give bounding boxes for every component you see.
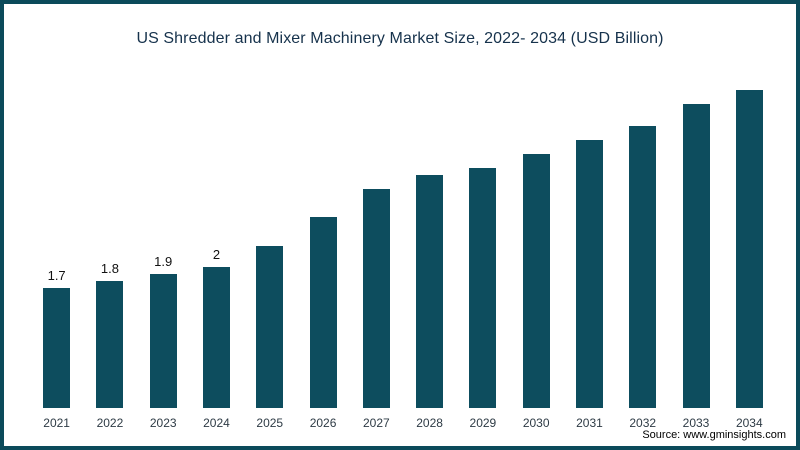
bar-column: 2029	[456, 148, 509, 430]
bar-column: 2 2024	[190, 247, 243, 430]
bar	[202, 267, 230, 408]
chart-title: US Shredder and Mixer Machinery Market S…	[136, 30, 664, 47]
x-axis-label: 2033	[682, 416, 710, 430]
bar-column: 1.9 2023	[137, 254, 190, 430]
bar	[629, 126, 657, 408]
bar	[682, 104, 710, 408]
x-axis-label: 2028	[416, 416, 443, 430]
x-axis-label: 2025	[256, 416, 284, 430]
bar-value-label: 1.7	[47, 268, 66, 283]
x-axis-label: 2032	[629, 416, 657, 430]
bar-value-label: 1.8	[100, 261, 119, 276]
x-axis-label: 2031	[576, 416, 603, 430]
bar	[575, 140, 603, 408]
bar-column: 2032	[616, 106, 669, 430]
bar	[469, 168, 497, 408]
x-axis-label: 2034	[735, 416, 763, 430]
bar-chart-plot-area: 1.7 2021 1.8 2022 1.9 2023 2 2024 2025 2026 2027 20…	[30, 59, 776, 430]
bar-column: 2027	[350, 169, 403, 430]
bar	[96, 281, 124, 408]
x-axis-label: 2021	[43, 416, 70, 430]
bar	[735, 90, 763, 408]
bar	[256, 246, 284, 408]
bar-column: 2034	[723, 70, 776, 430]
bar	[522, 154, 550, 408]
x-axis-label: 2030	[522, 416, 550, 430]
x-axis-label: 2024	[203, 416, 230, 430]
bar	[43, 288, 71, 408]
bar-value-label: 2	[212, 247, 221, 262]
bar	[149, 274, 177, 408]
bar-column: 2031	[563, 120, 616, 430]
source-attribution: Source: www.gminsights.com	[642, 429, 786, 441]
bar-column: 2026	[296, 197, 349, 430]
x-axis-label: 2022	[96, 416, 124, 430]
x-axis-label: 2026	[309, 416, 337, 430]
bar	[309, 217, 337, 408]
bar-value-label: 1.9	[154, 254, 173, 269]
x-axis-label: 2027	[362, 416, 390, 430]
x-axis-label: 2029	[469, 416, 497, 430]
bar-column: 1.7 2021	[30, 268, 83, 430]
bar-column: 1.8 2022	[83, 261, 136, 430]
bar	[416, 175, 444, 408]
bar	[362, 189, 390, 408]
bar-column: 2030	[510, 134, 563, 430]
x-axis-label: 2023	[149, 416, 177, 430]
bar-column: 2033	[669, 84, 722, 430]
bar-column: 2028	[403, 155, 456, 430]
bar-column: 2025	[243, 226, 296, 430]
